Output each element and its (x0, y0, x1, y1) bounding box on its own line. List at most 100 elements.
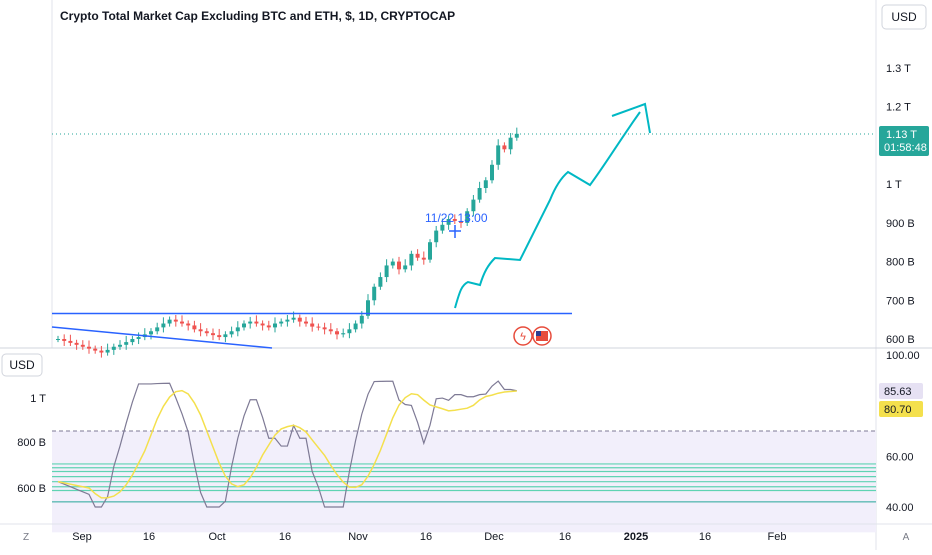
candle-body (87, 346, 91, 349)
candle-body (111, 346, 116, 350)
corner-left-button[interactable]: Z (23, 532, 29, 543)
projection-path[interactable] (454, 111, 641, 309)
candle-body (508, 137, 513, 150)
candle-body (335, 331, 339, 335)
lower-left-axis: 1 T 800 B 600 B (17, 393, 46, 495)
candle-body (167, 319, 172, 324)
candle-body (68, 340, 73, 343)
candle-body (366, 300, 370, 316)
time-axis-label: 16 (279, 531, 291, 543)
candle-body (483, 180, 488, 189)
candle-body (397, 261, 401, 270)
annotation-label: 11/22 13:00 (425, 211, 488, 225)
rsi-ma-line[interactable] (57, 389, 517, 499)
candle-body (378, 277, 383, 287)
drawings-group[interactable] (51, 102, 651, 349)
candle-body (347, 329, 352, 334)
candle-body (192, 325, 197, 330)
candle-body (130, 339, 135, 343)
candle-body (415, 253, 420, 258)
time-axis-label: Oct (208, 531, 225, 543)
time-axis-label: Feb (768, 531, 787, 543)
candle-body (242, 323, 246, 328)
time-axis-label: Nov (348, 531, 368, 543)
candle-body (316, 326, 321, 328)
price-axis-label: 1.2 T (886, 102, 911, 114)
candle-body (465, 211, 470, 223)
time-axis[interactable]: Sep 16 Oct 16 Nov 16 Dec 16 2025 16 Feb (72, 531, 786, 543)
candle-body (490, 164, 494, 181)
rsi-line[interactable] (57, 380, 517, 508)
candle-body (56, 339, 60, 340)
overlay-axis-label: 800 B (17, 437, 46, 449)
candle-body (124, 342, 129, 345)
rsi-ma-badge-value: 80.70 (884, 404, 912, 416)
candle-body (279, 321, 284, 324)
candle-body (62, 339, 67, 341)
candle-body (514, 133, 519, 138)
candle-body (304, 321, 308, 324)
candle-body (180, 321, 184, 324)
currency-button[interactable] (881, 4, 927, 30)
rsi-axis-label: 40.00 (886, 502, 914, 514)
candle-body (248, 321, 253, 324)
time-axis-label: 16 (143, 531, 155, 543)
price-axis[interactable]: 1.3 T 1.2 T 1 T 900 B 800 B 700 B 600 B (886, 63, 915, 346)
candle-body (409, 253, 414, 266)
price-badge-countdown: 01:58:48 (884, 142, 927, 154)
candle-body (384, 265, 389, 278)
candle-body (223, 334, 228, 338)
trend-line[interactable] (51, 326, 273, 349)
candle-body (421, 257, 426, 260)
candle-body (211, 333, 215, 336)
candle-body (328, 329, 333, 332)
rsi-axis[interactable]: 100.00 60.00 40.00 (886, 350, 920, 514)
rsi-pane[interactable] (52, 380, 876, 533)
price-axis-label: 1.3 T (886, 63, 911, 75)
candle-body (235, 327, 240, 332)
time-axis-label: Dec (484, 531, 504, 543)
candle-body (310, 323, 315, 327)
candle-body (428, 242, 432, 260)
price-axis-label: 900 B (886, 218, 915, 230)
candle-body (186, 323, 191, 326)
candle-body (80, 344, 85, 347)
currency-button-lower[interactable] (1, 353, 43, 377)
candle-body (118, 344, 122, 347)
overlay-axis-label: 600 B (17, 483, 46, 495)
time-axis-label: 16 (699, 531, 711, 543)
candle-body (155, 327, 160, 332)
candle-body (496, 145, 501, 165)
candle-body (446, 218, 451, 225)
candle-body (291, 317, 296, 320)
candle-body (452, 218, 457, 221)
chart-title: Crypto Total Market Cap Excluding BTC an… (60, 9, 455, 23)
candle-body (285, 319, 290, 322)
price-pane[interactable] (0, 0, 876, 348)
rsi-badge (879, 383, 923, 399)
candle-body (105, 349, 110, 353)
corner-right-button[interactable]: A (903, 532, 910, 543)
candle-body (136, 337, 141, 339)
rsi-ma-badge (879, 401, 923, 417)
rsi-axis-label: 100.00 (886, 350, 920, 362)
lightning-event-icon[interactable] (513, 326, 533, 346)
price-axis-label: 600 B (886, 334, 915, 346)
currency-label: USD (891, 10, 917, 24)
candle-body (99, 350, 104, 353)
currency-label-lower: USD (9, 358, 35, 372)
rsi-badge-value: 85.63 (884, 386, 912, 398)
candle-body (273, 323, 277, 328)
candle-body (74, 342, 79, 345)
candle-body (297, 317, 302, 322)
candle-body (353, 323, 358, 330)
time-axis-label: Sep (72, 531, 92, 543)
candle-body (477, 188, 482, 200)
candles-group (56, 127, 519, 358)
candle-body (217, 335, 222, 338)
price-axis-label: 700 B (886, 295, 915, 307)
projection-arrowhead[interactable] (611, 102, 651, 134)
candle-body (229, 331, 234, 335)
